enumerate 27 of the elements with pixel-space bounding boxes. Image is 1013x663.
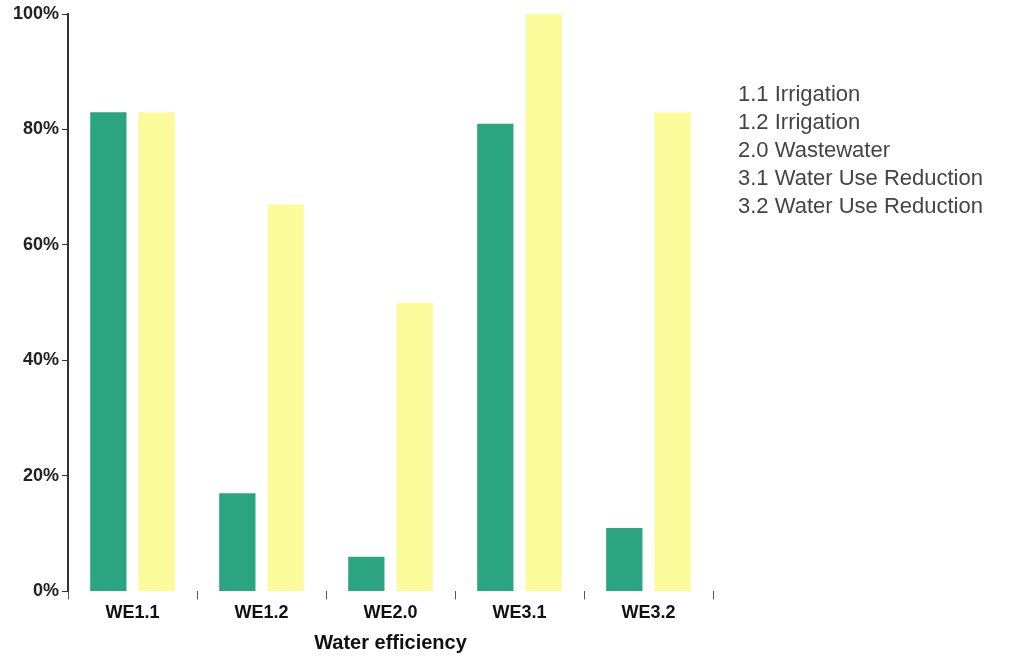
- bar: [525, 14, 562, 591]
- bar: [138, 112, 175, 591]
- text: 2.0 Wastewater: [738, 136, 892, 164]
- x-tick-label: WE1.2: [234, 602, 289, 623]
- y-tick-label: 40%: [23, 349, 60, 370]
- x-axis-title: Water efficiency: [314, 630, 468, 653]
- bar: [654, 112, 691, 591]
- bar: [90, 112, 127, 591]
- y-tick-label: 0%: [33, 580, 60, 601]
- bar: [267, 204, 304, 591]
- bar: [219, 493, 256, 591]
- x-tick-label: WE1.1: [105, 602, 160, 623]
- y-tick-label: 100%: [12, 2, 60, 23]
- text: 3.2 Water Use Reduction: [738, 192, 983, 220]
- bar: [348, 556, 385, 591]
- text: 1.2 Irrigation: [738, 108, 862, 136]
- y-tick-label: 60%: [23, 233, 60, 254]
- bar: [606, 527, 643, 591]
- x-tick-label: WE2.0: [363, 602, 418, 623]
- bar: [477, 123, 514, 591]
- text: 1.1 Irrigation: [738, 80, 862, 108]
- x-tick-label: WE3.2: [621, 602, 676, 623]
- y-tick-label: 20%: [23, 464, 60, 485]
- y-tick-label: 80%: [23, 118, 60, 139]
- x-tick-label: WE3.1: [492, 602, 547, 623]
- bar: [396, 302, 433, 591]
- text: 3.1 Water Use Reduction: [738, 164, 983, 192]
